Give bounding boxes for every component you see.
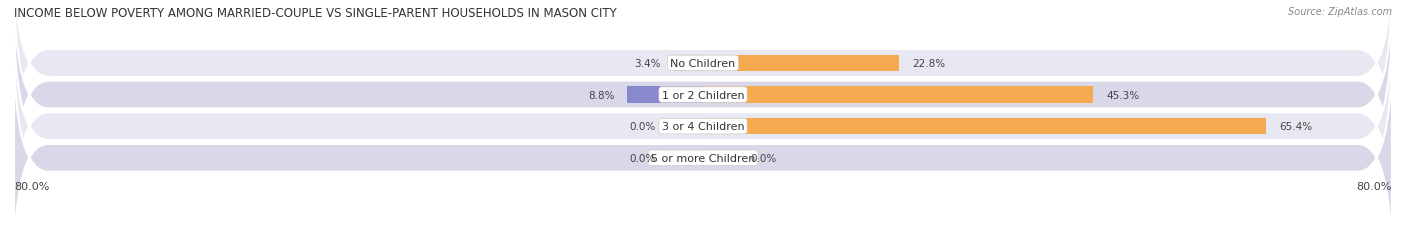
Bar bbox=[627, 87, 703, 103]
Text: Source: ZipAtlas.com: Source: ZipAtlas.com bbox=[1288, 7, 1392, 17]
Text: 0.0%: 0.0% bbox=[630, 122, 655, 132]
Text: No Children: No Children bbox=[671, 59, 735, 69]
Text: 80.0%: 80.0% bbox=[1357, 181, 1392, 191]
Bar bbox=[703, 55, 900, 72]
Bar bbox=[703, 87, 1092, 103]
Text: 3.4%: 3.4% bbox=[634, 59, 661, 69]
Bar bbox=[669, 150, 703, 166]
Text: 0.0%: 0.0% bbox=[751, 153, 776, 163]
Bar bbox=[669, 119, 703, 135]
Text: 80.0%: 80.0% bbox=[14, 181, 49, 191]
Text: 3 or 4 Children: 3 or 4 Children bbox=[662, 122, 744, 132]
Text: 1 or 2 Children: 1 or 2 Children bbox=[662, 90, 744, 100]
Bar bbox=[703, 119, 1267, 135]
FancyBboxPatch shape bbox=[14, 46, 1392, 231]
Text: 22.8%: 22.8% bbox=[912, 59, 945, 69]
Text: 65.4%: 65.4% bbox=[1279, 122, 1312, 132]
Text: 8.8%: 8.8% bbox=[588, 90, 614, 100]
Text: INCOME BELOW POVERTY AMONG MARRIED-COUPLE VS SINGLE-PARENT HOUSEHOLDS IN MASON C: INCOME BELOW POVERTY AMONG MARRIED-COUPL… bbox=[14, 7, 617, 20]
FancyBboxPatch shape bbox=[14, 15, 1392, 231]
Text: 5 or more Children: 5 or more Children bbox=[651, 153, 755, 163]
FancyBboxPatch shape bbox=[14, 0, 1392, 176]
Text: 0.0%: 0.0% bbox=[630, 153, 655, 163]
Bar bbox=[673, 55, 703, 72]
Text: 45.3%: 45.3% bbox=[1107, 90, 1139, 100]
FancyBboxPatch shape bbox=[14, 0, 1392, 207]
Bar bbox=[703, 150, 738, 166]
